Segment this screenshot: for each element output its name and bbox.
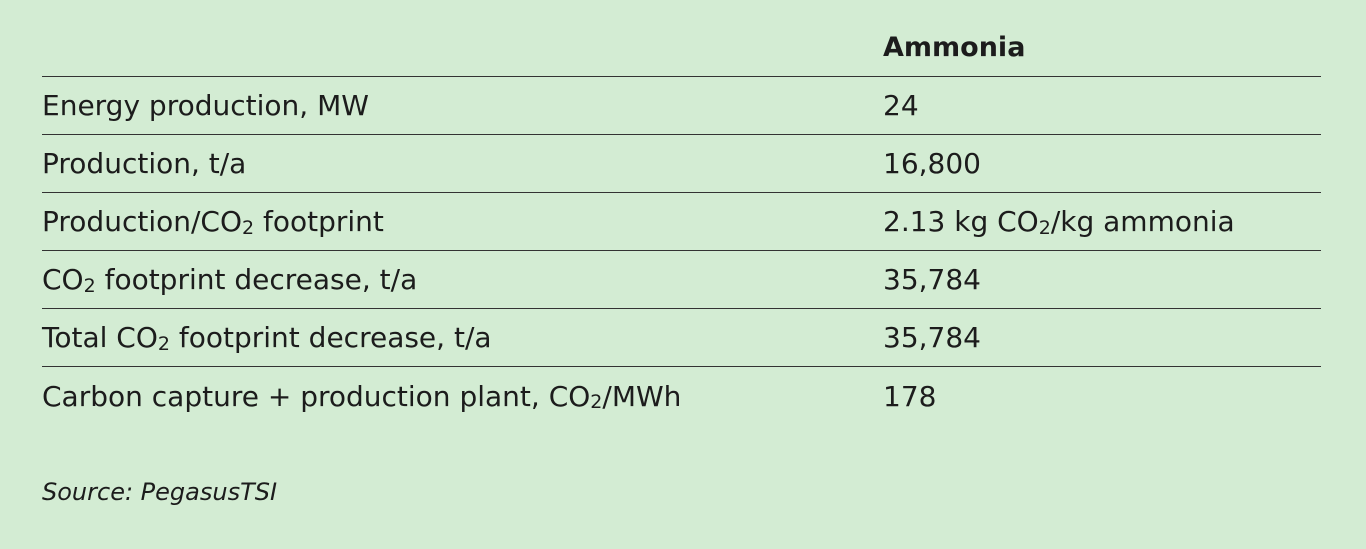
table-row: Energy production, MW 24 [42,77,1321,135]
data-table: Ammonia Energy production, MW 24 Product… [42,18,1321,425]
row-label: Production/CO 2 footprint [42,193,384,250]
table-row: CO 2 footprint decrease, t/a 35,784 [42,251,1321,309]
table-row: Total CO 2 footprint decrease, t/a 35,784 [42,309,1321,367]
row-value: 35,784 [883,309,981,366]
row-label: Carbon capture + production plant, CO 2/M… [42,367,681,425]
row-label: CO 2 footprint decrease, t/a [42,251,417,308]
row-label: Production, t/a [42,135,246,192]
table-row: Carbon capture + production plant, CO 2/M… [42,367,1321,425]
table-row: Production, t/a 16,800 [42,135,1321,193]
table-header-row: Ammonia [42,18,1321,77]
row-value: 16,800 [883,135,981,192]
source-note: Source: PegasusTSI [42,478,277,506]
header-ammonia: Ammonia [883,18,1025,76]
row-label: Total CO 2 footprint decrease, t/a [42,309,492,366]
table-row: Production/CO 2 footprint 2.13 kg CO 2/kg … [42,193,1321,251]
row-value: 2.13 kg CO 2/kg ammonia [883,193,1235,250]
row-label: Energy production, MW [42,77,369,134]
row-value: 24 [883,77,919,134]
row-value: 35,784 [883,251,981,308]
row-value: 178 [883,367,936,425]
